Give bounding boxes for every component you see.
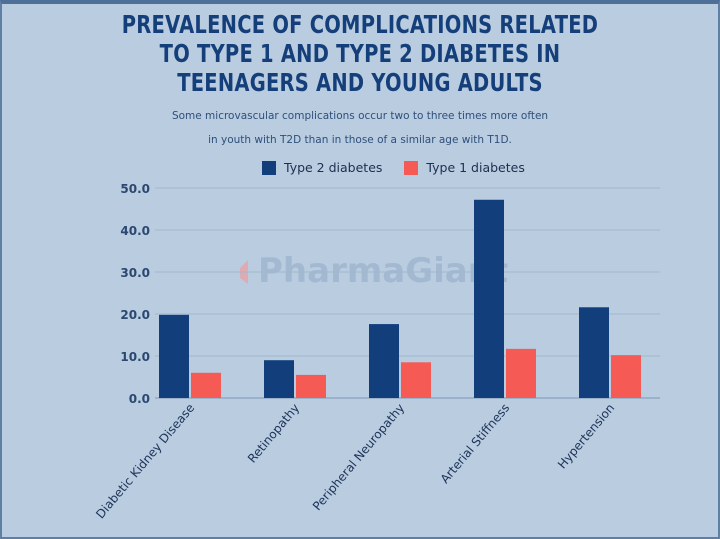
y-tick-label: 30.0	[120, 266, 150, 280]
y-tick-label: 0.0	[129, 392, 150, 406]
legend-swatch	[262, 160, 276, 175]
bar-type2	[474, 199, 504, 398]
title-line: PREVALENCE OF COMPLICATIONS RELATED	[121, 10, 599, 39]
x-tick-label: Peripheral Neuropathy	[310, 401, 407, 513]
bar-type1	[506, 348, 536, 398]
legend-label: Type 2 diabetes	[284, 160, 383, 175]
title-line: TEENAGERS AND YOUNG ADULTS	[177, 68, 543, 97]
x-tick-label: Retinopathy	[245, 401, 302, 466]
x-tick-label: Hypertension	[555, 401, 617, 472]
bar-type1	[191, 372, 221, 398]
legend-item-type2: Type 2 diabetes	[262, 160, 382, 175]
bar-type2	[264, 360, 294, 398]
subtitle-line: in youth with T2D than in those of a sim…	[208, 134, 512, 146]
x-tick-label: Diabetic Kidney Disease	[93, 401, 197, 521]
legend: Type 2 diabetes Type 1 diabetes	[262, 160, 525, 175]
legend-label: Type 1 diabetes	[426, 160, 525, 175]
bar-type2	[369, 324, 399, 398]
bar-type1	[401, 362, 431, 398]
bar-type1	[611, 355, 641, 398]
chart-title: PREVALENCE OF COMPLICATIONS RELATED TO T…	[79, 10, 641, 97]
y-tick-label: 10.0	[120, 350, 150, 364]
watermark: PharmaGiant	[258, 251, 508, 291]
chart-subtitle: Some microvascular complications occur t…	[0, 104, 720, 152]
bar-type1	[296, 374, 326, 398]
y-tick-label: 20.0	[120, 308, 150, 322]
y-tick-label: 50.0	[120, 182, 150, 196]
bar-type2	[579, 307, 609, 398]
subtitle-line: Some microvascular complications occur t…	[171, 110, 549, 122]
bar-type2	[159, 314, 189, 398]
title-line: TO TYPE 1 AND TYPE 2 DIABETES IN	[159, 39, 561, 68]
y-tick-label: 40.0	[120, 224, 150, 238]
legend-swatch	[404, 160, 419, 175]
legend-item-type1: Type 1 diabetes	[404, 160, 525, 175]
x-tick-label: Arterial Stiffness	[438, 401, 513, 486]
